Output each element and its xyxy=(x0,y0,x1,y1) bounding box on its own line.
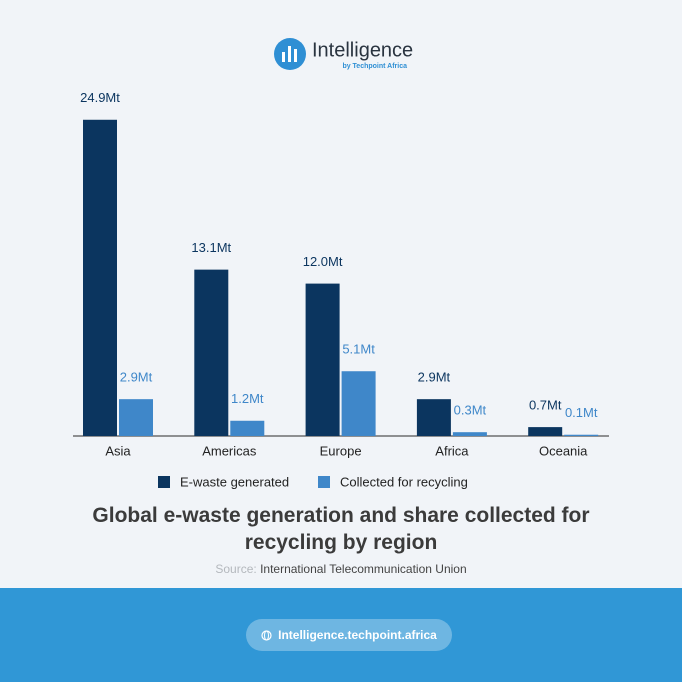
source-label: Source: xyxy=(215,562,257,576)
x-tick-label: Oceania xyxy=(539,443,588,458)
value-label: 13.1Mt xyxy=(191,240,231,255)
x-tick-label: Europe xyxy=(320,443,362,458)
value-label: 24.9Mt xyxy=(80,90,120,105)
legend-swatch xyxy=(318,476,330,488)
bar xyxy=(305,283,340,436)
value-label: 2.9Mt xyxy=(418,370,451,385)
chart: Intelligence by Techpoint Africa E-waste… xyxy=(73,38,609,489)
logo-bar xyxy=(282,52,285,62)
logo-bar xyxy=(294,49,297,62)
tagline: by Techpoint Africa xyxy=(342,63,407,70)
legend-label: E-waste generated xyxy=(180,474,289,489)
bar xyxy=(194,269,229,436)
legend-label: Collected for recycling xyxy=(340,474,468,489)
legend: E-waste generated Collected for recycling xyxy=(158,474,468,489)
value-label: 0.3Mt xyxy=(454,403,487,418)
x-tick-label: Americas xyxy=(202,443,257,458)
x-tick-label: Africa xyxy=(435,443,469,458)
bar xyxy=(564,434,599,436)
bar xyxy=(341,371,376,436)
value-label: 12.0Mt xyxy=(303,254,343,269)
chart-title: Global e-waste generation and share coll… xyxy=(92,504,590,554)
brand: Intelligence xyxy=(312,39,413,61)
url: Intelligence.techpoint.africa xyxy=(278,628,437,642)
url-pill[interactable]: Intelligence.techpoint.africa xyxy=(246,619,452,651)
bar xyxy=(416,399,451,436)
value-label: 2.9Mt xyxy=(120,370,153,385)
x-tick-label: Asia xyxy=(105,443,131,458)
globe-icon xyxy=(261,629,272,641)
bar xyxy=(83,119,117,437)
source: Source: International Telecommunication … xyxy=(0,562,682,576)
bar xyxy=(452,432,487,436)
value-label: 1.2Mt xyxy=(231,391,264,406)
bar xyxy=(230,420,265,436)
footer: Intelligence.techpoint.africa xyxy=(0,588,682,682)
source-text: International Telecommunication Union xyxy=(260,562,467,576)
legend-swatch xyxy=(158,476,170,488)
bar xyxy=(119,399,153,436)
value-label: 0.1Mt xyxy=(565,405,598,420)
logo-bar xyxy=(288,46,291,62)
bar xyxy=(528,427,563,436)
value-label: 5.1Mt xyxy=(342,342,375,357)
value-label: 0.7Mt xyxy=(529,398,562,413)
